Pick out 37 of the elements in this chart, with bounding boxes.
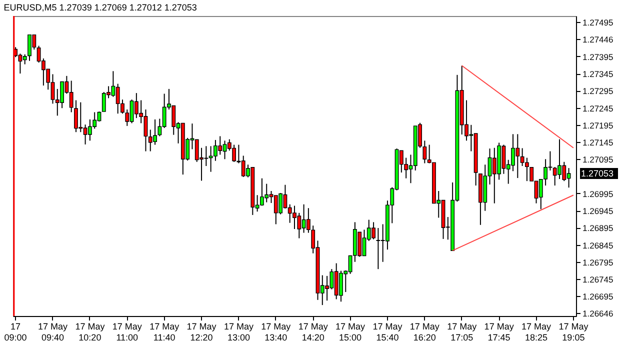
x-tick-label: 17 May 15:40	[372, 322, 403, 342]
y-tick-label: 1.27345	[582, 69, 614, 80]
x-tick-label: 17 May 13:40	[261, 322, 292, 342]
y-tick-label: 1.26695	[582, 292, 614, 302]
x-tick-label: 17 May 18:25	[521, 322, 552, 342]
x-tick-label: 17 May 12:20	[186, 322, 217, 342]
y-tick-label: 1.26845	[582, 240, 614, 250]
y-tick-label: 1.27495	[582, 18, 614, 28]
y-tick-label: 1.27145	[582, 138, 614, 148]
x-tick-label: 17 09:00	[4, 322, 27, 342]
y-tick-label: 1.26646	[582, 308, 614, 318]
y-tick-label: 1.26795	[582, 257, 614, 268]
x-tick-label: 17 May 15:00	[336, 322, 366, 342]
x-tick-label: 17 May 13:00	[224, 322, 254, 342]
x-tick-label: 17 May 11:00	[112, 322, 142, 342]
x-tick-label: 17 May 11:40	[150, 322, 180, 342]
y-tick-label: 1.26895	[582, 223, 614, 234]
y-tick-label: 1.27295	[582, 86, 614, 96]
y-tick-label: 1.27395	[582, 52, 614, 62]
y-tick-label: 1.26745	[582, 274, 614, 285]
candlestick	[22, 54, 27, 65]
y-tick-label: 1.27195	[582, 120, 614, 130]
candlestick	[422, 140, 427, 164]
y-tick-label: 1.26945	[582, 206, 614, 216]
x-tick-label: 17 May 09:40	[38, 322, 68, 342]
chart-title: EURUSD,M5 1.27039 1.27069 1.27012 1.27053	[4, 2, 197, 12]
y-tick-label: 1.27245	[582, 103, 614, 114]
y-tick-label: 1.27095	[582, 154, 614, 165]
y-tick-label: 1.27446	[582, 34, 614, 44]
x-tick-label: 17 May 17:05	[447, 322, 478, 342]
x-tick-label: 17 May 14:20	[298, 322, 328, 342]
x-tick-label: 17 May 10:20	[75, 322, 106, 342]
x-tick-label: 17 May 17:45	[484, 322, 514, 342]
x-tick-label: 17 May 16:20	[410, 322, 440, 342]
y-tick-label: 1.26995	[582, 188, 614, 199]
x-tick-label: 17 May 19:05	[558, 322, 589, 342]
text: 1.27053	[581, 168, 614, 179]
